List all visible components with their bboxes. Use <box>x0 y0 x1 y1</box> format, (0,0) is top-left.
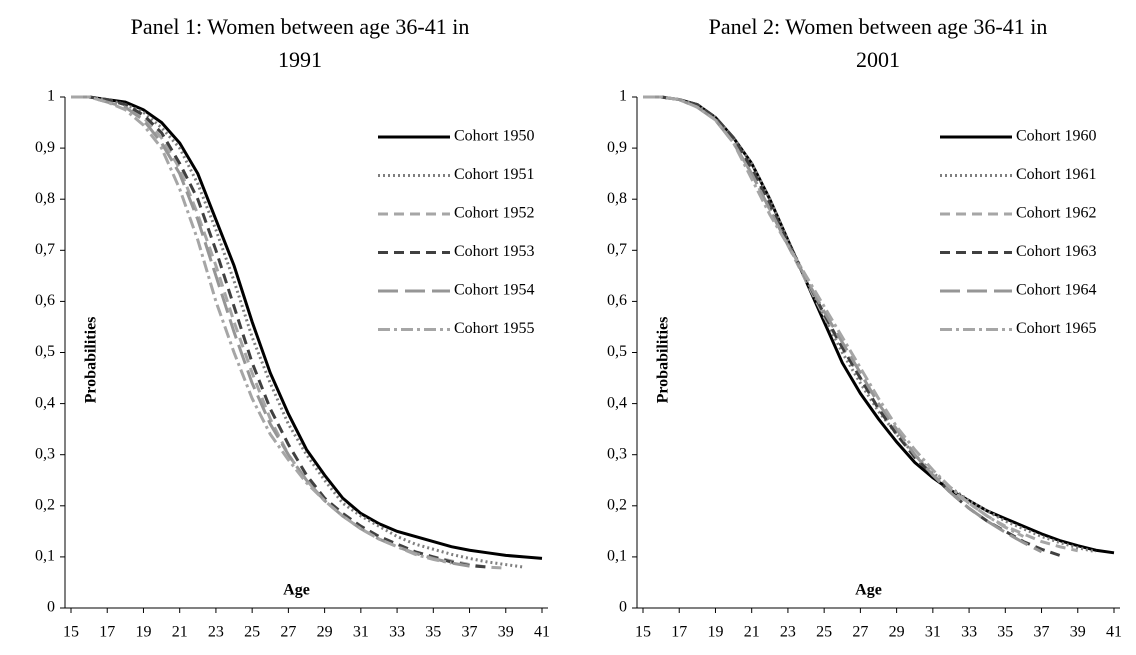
y-tick-label: 0 <box>47 599 55 616</box>
y-tick-label: 0,1 <box>35 548 55 565</box>
chart-title: Panel 2: Women between age 36-41 in 2001 <box>708 14 1048 72</box>
x-tick-label: 33 <box>961 624 977 641</box>
y-tick-label: 0,4 <box>35 394 55 411</box>
x-tick-label: 15 <box>635 624 651 641</box>
legend-label: Cohort 1955 <box>454 320 534 337</box>
y-tick-label: 0,5 <box>607 343 627 360</box>
x-tick-label: 27 <box>280 624 296 641</box>
legend-label: Cohort 1950 <box>454 128 534 145</box>
x-tick-label: 41 <box>534 624 550 641</box>
y-tick-label: 0,8 <box>35 190 55 207</box>
x-tick-label: 37 <box>462 624 478 641</box>
y-tick-label: 1 <box>47 88 55 105</box>
x-tick-label: 17 <box>99 624 115 641</box>
y-tick-label: 0,2 <box>35 496 55 513</box>
y-tick-label: 0,4 <box>607 394 627 411</box>
legend-label: Cohort 1960 <box>1016 128 1096 145</box>
x-tick-label: 29 <box>889 624 905 641</box>
series-line <box>643 95 1079 553</box>
series-line <box>71 95 525 569</box>
x-tick-label: 19 <box>135 624 151 641</box>
y-tick-label: 0,5 <box>35 343 55 360</box>
y-tick-label: 0,6 <box>35 292 55 309</box>
y-tick-label: 0,7 <box>607 241 627 258</box>
y-axis-title: Probabilities <box>655 317 672 404</box>
series-line <box>71 95 543 560</box>
series-line <box>643 95 1025 538</box>
y-tick-label: 0,2 <box>607 496 627 513</box>
series-line <box>71 95 488 569</box>
y-tick-label: 0,6 <box>607 292 627 309</box>
x-tick-label: 39 <box>498 624 514 641</box>
x-tick-label: 31 <box>925 624 941 641</box>
legend-label: Cohort 1953 <box>454 243 534 260</box>
x-axis-title: Age <box>283 582 310 599</box>
y-tick-label: 0,7 <box>35 241 55 258</box>
x-tick-label: 25 <box>816 624 832 641</box>
y-tick-label: 0,3 <box>607 445 627 462</box>
y-tick-label: 0 <box>619 599 627 616</box>
y-tick-label: 0,8 <box>607 190 627 207</box>
x-tick-label: 21 <box>744 624 760 641</box>
x-tick-label: 37 <box>1034 624 1050 641</box>
x-tick-label: 19 <box>707 624 723 641</box>
x-tick-label: 27 <box>852 624 868 641</box>
y-tick-label: 0,1 <box>607 548 627 565</box>
series-line <box>71 95 452 565</box>
legend-label: Cohort 1954 <box>454 282 534 299</box>
legend-label: Cohort 1952 <box>454 205 534 222</box>
x-tick-label: 31 <box>353 624 369 641</box>
y-tick-label: 1 <box>619 88 627 105</box>
y-tick-label: 0,9 <box>35 139 55 156</box>
x-tick-label: 17 <box>671 624 687 641</box>
x-tick-label: 41 <box>1106 624 1122 641</box>
x-tick-label: 15 <box>63 624 79 641</box>
y-tick-label: 0,9 <box>607 139 627 156</box>
legend-label: Cohort 1951 <box>454 166 534 183</box>
x-tick-label: 39 <box>1070 624 1086 641</box>
series-line <box>71 95 470 568</box>
legend-label: Cohort 1962 <box>1016 205 1096 222</box>
legend-label: Cohort 1965 <box>1016 320 1096 337</box>
legend-label: Cohort 1963 <box>1016 243 1096 260</box>
series-line <box>643 95 1043 554</box>
series-line <box>643 95 1061 557</box>
x-tick-label: 35 <box>997 624 1013 641</box>
chart-title: Panel 1: Women between age 36-41 in 1991 <box>130 14 470 72</box>
x-tick-label: 23 <box>780 624 796 641</box>
x-tick-label: 25 <box>244 624 260 641</box>
legend-label: Cohort 1964 <box>1016 282 1096 299</box>
x-tick-label: 35 <box>425 624 441 641</box>
legend-label: Cohort 1961 <box>1016 166 1096 183</box>
x-tick-label: 23 <box>208 624 224 641</box>
series-line <box>71 95 506 570</box>
x-tick-label: 33 <box>389 624 405 641</box>
y-tick-label: 0,3 <box>35 445 55 462</box>
y-axis-title: Probabilities <box>83 317 100 404</box>
x-tick-label: 21 <box>172 624 188 641</box>
x-tick-label: 29 <box>317 624 333 641</box>
x-axis-title: Age <box>855 582 882 599</box>
